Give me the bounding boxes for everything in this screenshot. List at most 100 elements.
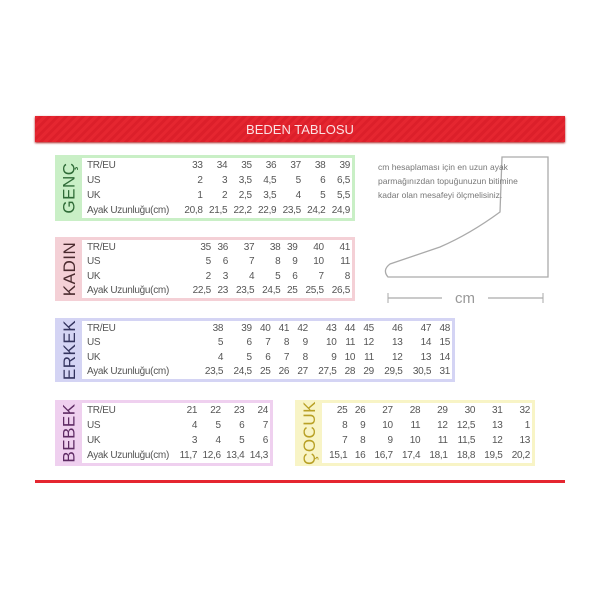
size-cell: 39 <box>287 241 298 253</box>
size-cell: 18,8 <box>456 450 476 461</box>
size-cell: 30,5 <box>412 366 432 378</box>
size-cell: 34 <box>216 160 228 171</box>
table-row: 7 8 9 10 11 11,5 12 13 <box>322 433 532 448</box>
size-cell: 2 <box>205 270 212 282</box>
size-cell: 28 <box>344 366 356 378</box>
size-cell: 6 <box>246 337 253 349</box>
size-cell: 22,9 <box>258 205 277 216</box>
size-cell: 3 <box>221 175 228 186</box>
size-cell: 26 <box>354 405 366 416</box>
size-grid: TR/EU 21 22 23 24 US 4 5 6 7 UK 3 4 5 6 Ayak Uzunluğu(c… <box>82 403 270 463</box>
page-title: BEDEN TABLOSU <box>246 121 354 137</box>
row-label: TR/EU <box>87 405 116 416</box>
size-cell: 2 <box>221 190 228 201</box>
size-cell: 12,6 <box>202 450 222 461</box>
size-cell: 11 <box>340 256 350 268</box>
size-cell: 10 <box>382 420 393 431</box>
size-table-bebek: BEBEK TR/EU 21 22 23 24 US 4 5 6 7 UK 3 4 5 6 Ayak Uzunl… <box>55 400 273 466</box>
size-table-kadin: KADIN TR/EU 35 36 37 38 39 40 41 US 5 6 7 8 9 10 11 UK 2 3 4… <box>55 237 355 301</box>
size-cell: 37 <box>290 160 301 171</box>
row-label: US <box>87 256 101 268</box>
size-cell: 7 <box>342 435 348 446</box>
category-label: ERKEK <box>60 319 80 381</box>
size-cell: 4 <box>248 270 255 282</box>
size-cell: 40 <box>313 241 324 253</box>
size-cell: 12 <box>391 351 403 363</box>
size-cell: 11,5 <box>457 435 476 446</box>
size-cell: 42 <box>297 322 308 334</box>
size-cell: 9 <box>360 420 366 431</box>
size-cell: 5 <box>246 351 253 363</box>
size-cell: 20,8 <box>184 205 203 216</box>
size-cell: 5 <box>295 175 302 186</box>
size-cell: 2,5 <box>238 190 252 201</box>
size-cell: 40 <box>259 322 271 334</box>
size-table-genc: GENÇ TR/EU 33 34 35 36 37 38 39 US 2 3 3,5 4,5 5 6 6,5 UK… <box>55 155 355 221</box>
size-cell: 11 <box>345 337 356 349</box>
category-label-cell: BEBEK <box>58 403 82 463</box>
size-cell: 8 <box>283 337 290 349</box>
size-cell: 23 <box>217 285 229 297</box>
size-cell: 9 <box>387 435 394 446</box>
size-cell: 11 <box>410 420 421 431</box>
size-cell: 44 <box>344 322 356 334</box>
size-cell: 24,9 <box>331 205 351 216</box>
size-cell: 45 <box>363 322 374 334</box>
table-row: US 5 6 7 8 9 10 11 12 13 14 15 <box>82 336 452 351</box>
size-cell: 7 <box>318 270 324 282</box>
size-cell: 38 <box>314 160 326 171</box>
size-cell: 36 <box>265 160 277 171</box>
size-cell: 16 <box>354 450 366 461</box>
table-row: 8 9 10 11 12 12,5 13 1 <box>322 418 532 433</box>
size-grid: TR/EU 33 34 35 36 37 38 39 US 2 3 3,5 4,5 5 6 6,5 UK 1 2 2,… <box>82 158 352 218</box>
size-cell: 10 <box>409 435 421 446</box>
size-cell: 46 <box>391 322 403 334</box>
foot-measurement-icon: cm <box>384 156 549 307</box>
size-cell: 3 <box>222 270 229 282</box>
size-cell: 1 <box>197 190 203 201</box>
table-row: TR/EU 33 34 35 36 37 38 39 <box>82 158 352 173</box>
table-row: Ayak Uzunluğu(cm) 23,5 24,5 25 26 27 27,5 28 29 2… <box>82 365 452 380</box>
size-cell: 19,5 <box>484 450 503 461</box>
size-cell: 13 <box>420 351 432 363</box>
foot-unit-label: cm <box>455 290 475 307</box>
row-label: US <box>87 175 101 186</box>
size-cell: 11,7 <box>179 450 198 461</box>
table-row: 25 26 27 28 29 30 31 32 <box>322 403 532 418</box>
size-cell: 7 <box>262 420 269 431</box>
size-cell: 23,5 <box>282 205 302 216</box>
size-cell: 23,5 <box>204 366 224 378</box>
size-cell: 12,5 <box>456 420 476 431</box>
table-row: US 4 5 6 7 <box>82 418 270 433</box>
size-cell: 25,5 <box>305 285 324 297</box>
size-cell: 11 <box>364 351 374 363</box>
size-cell: 31 <box>492 405 503 416</box>
size-cell: 39 <box>339 160 350 171</box>
row-label: UK <box>87 190 101 201</box>
size-cell: 29,5 <box>384 366 403 378</box>
size-cell: 6 <box>320 175 326 186</box>
size-cell: 8 <box>344 270 351 282</box>
size-cell: 6 <box>222 256 229 268</box>
row-label: Ayak Uzunluğu(cm) <box>87 205 169 216</box>
size-cell: 30 <box>464 405 476 416</box>
size-cell: 32 <box>519 405 530 416</box>
size-cell: 7 <box>248 256 255 268</box>
table-row: UK 1 2 2,5 3,5 4 5 5,5 <box>82 188 352 203</box>
size-cell: 8 <box>302 351 309 363</box>
size-cell: 12 <box>363 337 374 349</box>
size-cell: 6 <box>265 351 271 363</box>
size-cell: 27,5 <box>318 366 337 378</box>
size-cell: 27 <box>382 405 393 416</box>
size-cell: 24,2 <box>307 205 326 216</box>
size-cell: 13 <box>391 337 403 349</box>
size-cell: 26,5 <box>331 285 351 297</box>
size-cell: 31 <box>439 366 450 378</box>
size-cell: 35 <box>200 241 211 253</box>
size-cell: 15,1 <box>329 450 348 461</box>
size-cell: 29 <box>437 405 448 416</box>
size-cell: 3,5 <box>263 190 277 201</box>
size-cell: 24 <box>257 405 268 416</box>
size-cell: 18,1 <box>429 450 448 461</box>
size-cell: 7 <box>265 337 271 349</box>
